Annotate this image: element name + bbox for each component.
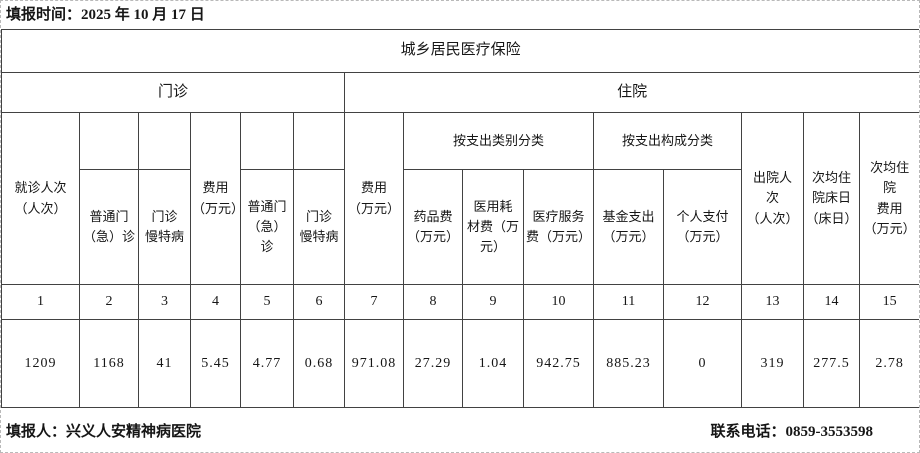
header-avg-bed-days: 次均住 院床日 （床日） — [803, 112, 860, 285]
insurance-table: 城乡居民医疗保险 门诊 住院 就诊人次 （人次） 费用 （万元） 费用 （万元）… — [1, 29, 920, 408]
data-value-cell: 27.29 — [403, 319, 463, 408]
report-time-value: 2025 年 10 月 17 日 — [81, 7, 205, 23]
data-value-cell: 971.08 — [344, 319, 404, 408]
data-value-cell: 277.5 — [803, 319, 860, 408]
column-number-cell: 15 — [858, 284, 919, 320]
header-visit-count: 就诊人次 （人次） — [1, 112, 80, 285]
data-value-cell: 0 — [663, 319, 742, 408]
data-value-cell: 4.77 — [240, 319, 294, 408]
data-row: 1209 1168 41 5.45 4.77 0.68 971.08 27.29… — [1, 319, 919, 408]
header-outpatient-cost: 费用 （万元） — [190, 112, 241, 285]
data-value-cell: 5.45 — [190, 319, 241, 408]
empty-header-cell — [293, 112, 345, 170]
column-number-cell: 6 — [293, 284, 345, 320]
contact-info: 联系电话：0859-3553598 — [710, 420, 873, 441]
data-value-cell: 885.23 — [593, 319, 664, 408]
report-time-row: 填报时间：2025 年 10 月 17 日 — [1, 1, 919, 29]
header-fund-expenditure: 基金支出 （万元） — [593, 169, 664, 285]
table-title-row: 城乡居民医疗保险 — [1, 29, 919, 73]
column-number-cell: 3 — [138, 284, 191, 320]
header-inpatient-cost: 费用 （万元） — [344, 112, 404, 285]
phone-label: 联系电话： — [710, 423, 786, 440]
column-number-cell: 13 — [741, 284, 804, 320]
data-value-cell: 1209 — [1, 319, 80, 408]
column-number-row: 1 2 3 4 5 6 7 8 9 10 11 12 13 14 15 — [1, 284, 919, 320]
column-number-cell: 12 — [663, 284, 742, 320]
section-header-row: 门诊 住院 — [1, 72, 919, 113]
header-avg-inpatient-cost: 次均住 院 费用 （万元） — [858, 112, 919, 285]
header-leaf-row: 普通门 （急）诊 门诊 慢特病 普通门 （急）诊 门诊 慢特病 药品费 （万元）… — [2, 169, 920, 285]
column-number-cell: 14 — [803, 284, 860, 320]
header-chronic-special-visits: 门诊 慢特病 — [138, 169, 191, 285]
empty-header-cell — [79, 112, 139, 170]
data-value-cell: 2.78 — [858, 319, 919, 408]
column-number-cell: 9 — [462, 284, 524, 320]
data-value-cell: 1.04 — [462, 319, 524, 408]
group-by-expense-composition: 按支出构成分类 — [593, 112, 742, 170]
column-number-cell: 11 — [593, 284, 664, 320]
header-medical-service-cost: 医疗服务 费（万元） — [523, 169, 594, 285]
column-number-cell: 10 — [523, 284, 594, 320]
column-number-cell: 5 — [240, 284, 294, 320]
phone-value: 0859-3553598 — [785, 423, 874, 440]
table-title: 城乡居民医疗保险 — [1, 29, 919, 73]
report-time-label: 填报时间： — [6, 7, 82, 23]
section-inpatient: 住院 — [343, 72, 919, 113]
filer-label: 填报人： — [6, 423, 67, 440]
group-by-expense-type: 按支出类别分类 — [403, 112, 594, 170]
data-value-cell: 319 — [741, 319, 804, 408]
data-value-cell: 1168 — [79, 319, 139, 408]
empty-header-cell — [138, 112, 191, 170]
column-number-cell: 2 — [79, 284, 139, 320]
header-discharge-count: 出院人 次 （人次） — [741, 112, 804, 285]
header-chronic-special-cost: 门诊 慢特病 — [293, 169, 345, 285]
header-consumables-cost: 医用耗 材费（万 元） — [462, 169, 524, 285]
header-general-outpatient-visits: 普通门 （急）诊 — [79, 169, 139, 285]
header-personal-payment: 个人支付 （万元） — [663, 169, 742, 285]
column-number-cell: 8 — [403, 284, 463, 320]
data-value-cell: 0.68 — [293, 319, 345, 408]
header-general-outpatient-cost: 普通门 （急）诊 — [240, 169, 294, 285]
data-value-cell: 41 — [138, 319, 191, 408]
header-drug-cost: 药品费 （万元） — [403, 169, 463, 285]
column-number-cell: 4 — [190, 284, 241, 320]
section-outpatient: 门诊 — [1, 72, 345, 113]
data-value-cell: 942.75 — [523, 319, 594, 408]
header-group-row: 就诊人次 （人次） 费用 （万元） 费用 （万元） 按支出类别分类 按支出构成分… — [1, 112, 919, 285]
footer-row: 填报人：兴义人安精神病医院 联系电话：0859-3553598 — [1, 408, 919, 452]
column-number-cell: 1 — [1, 284, 80, 320]
filer-value: 兴义人安精神病医院 — [66, 423, 202, 440]
filer-info: 填报人：兴义人安精神病医院 — [6, 420, 201, 441]
column-number-cell: 7 — [344, 284, 404, 320]
empty-header-cell — [240, 112, 294, 170]
